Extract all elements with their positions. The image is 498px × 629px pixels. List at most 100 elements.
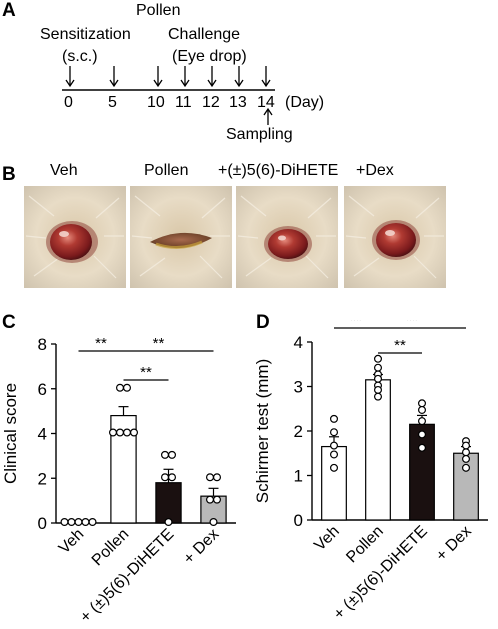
- eye-dihete: [268, 229, 308, 259]
- data-point: [418, 399, 427, 408]
- bar: [409, 423, 435, 521]
- y-tick-label: 4: [38, 425, 47, 444]
- day-10: 10: [147, 94, 165, 111]
- photo-label-dex: +Dex: [356, 162, 394, 179]
- data-point: [373, 354, 382, 363]
- category-label: Veh: [311, 523, 343, 555]
- data-point: [462, 463, 471, 472]
- challenge-arrows: [180, 66, 271, 88]
- y-tick-label: 4: [294, 333, 303, 352]
- arrow-day-14: [261, 66, 271, 88]
- eye-photo-dihete: [236, 186, 338, 288]
- arrow-day-11: [180, 66, 190, 88]
- bar: [453, 452, 479, 521]
- significance-label: **: [153, 335, 165, 352]
- day-0: 0: [64, 94, 73, 111]
- data-point: [108, 428, 117, 437]
- data-point: [168, 473, 177, 482]
- data-point: [115, 383, 124, 392]
- bar: [155, 482, 182, 524]
- panel-letter-d: D: [256, 312, 270, 333]
- sensitization-arrows: [65, 66, 163, 88]
- y-axis-label: Schirmer test (mm): [253, 359, 272, 504]
- significance-label: **: [394, 337, 406, 354]
- data-point: [122, 428, 131, 437]
- data-point: [373, 385, 382, 394]
- y-tick-label: 0: [294, 511, 303, 530]
- timeline: [62, 66, 275, 125]
- panel-letter-b: B: [2, 164, 16, 185]
- data-point: [373, 392, 382, 401]
- y-tick-label: 8: [38, 335, 47, 354]
- eyedrop-label: (Eye drop): [172, 48, 247, 65]
- y-tick-label: 0: [38, 514, 47, 533]
- bar: [365, 379, 391, 521]
- data-point: [88, 518, 97, 527]
- data-point: [373, 374, 382, 383]
- sampling-label: Sampling: [226, 126, 293, 143]
- data-point: [60, 518, 69, 527]
- category-label: Pollen: [343, 523, 386, 566]
- challenge-label: Challenge: [168, 26, 241, 43]
- pollen-heading: Pollen: [136, 2, 181, 19]
- panel-letter-a: A: [2, 0, 16, 21]
- data-point: [122, 383, 131, 392]
- category-label: + Dex: [433, 523, 475, 565]
- eye-photo-dex: [344, 186, 446, 288]
- photo-label-veh: Veh: [50, 162, 78, 179]
- significance-label: **: [95, 335, 107, 352]
- photo-label-dihete: +(±)5(6)-DiHETE: [218, 162, 339, 179]
- eye-dex: [376, 223, 416, 257]
- sampling-arrow: [263, 107, 273, 125]
- day-11: 11: [175, 94, 192, 111]
- data-point: [329, 428, 338, 437]
- data-point: [418, 430, 427, 439]
- day-12: 12: [202, 94, 220, 111]
- arrow-day-13: [234, 66, 244, 88]
- data-point: [329, 463, 338, 472]
- category-label: + Dex: [180, 526, 222, 568]
- y-tick-label: 3: [294, 378, 303, 397]
- data-point: [206, 473, 215, 482]
- data-point: [462, 441, 471, 450]
- data-point: [418, 405, 427, 414]
- y-tick-label: 2: [38, 469, 47, 488]
- data-point: [418, 417, 427, 426]
- arrow-day-0: [65, 66, 75, 88]
- data-point: [81, 518, 90, 527]
- day-13: 13: [229, 94, 247, 111]
- data-point: [373, 363, 382, 372]
- sc-label: (s.c.): [62, 48, 98, 65]
- arrow-day-5: [109, 66, 119, 88]
- data-point: [418, 443, 427, 452]
- data-point: [67, 518, 76, 527]
- data-point: [164, 518, 173, 527]
- data-point: [209, 518, 218, 527]
- day-14: 14: [257, 94, 275, 111]
- day-5: 5: [108, 94, 117, 111]
- data-point: [213, 495, 222, 504]
- arrow-day-10: [153, 66, 163, 88]
- y-tick-label: 6: [38, 380, 47, 399]
- data-point: [462, 448, 471, 457]
- significance-label: **: [140, 364, 152, 381]
- eye-photo-pollen: [130, 186, 232, 288]
- panel-letter-c: C: [2, 312, 16, 333]
- eye-veh: [50, 224, 92, 260]
- significance-label: **: [350, 320, 362, 329]
- data-point: [161, 473, 170, 482]
- data-point: [168, 450, 177, 459]
- data-point: [161, 450, 170, 459]
- sensitization-label: Sensitization: [40, 26, 131, 43]
- data-point: [74, 518, 83, 527]
- category-label: Veh: [56, 526, 88, 558]
- data-point: [206, 495, 215, 504]
- data-point: [329, 441, 338, 450]
- category-label: Pollen: [89, 526, 132, 569]
- y-tick-label: 2: [294, 422, 303, 441]
- data-point: [329, 414, 338, 423]
- eye-photo-veh: [24, 186, 126, 288]
- data-point: [329, 450, 338, 459]
